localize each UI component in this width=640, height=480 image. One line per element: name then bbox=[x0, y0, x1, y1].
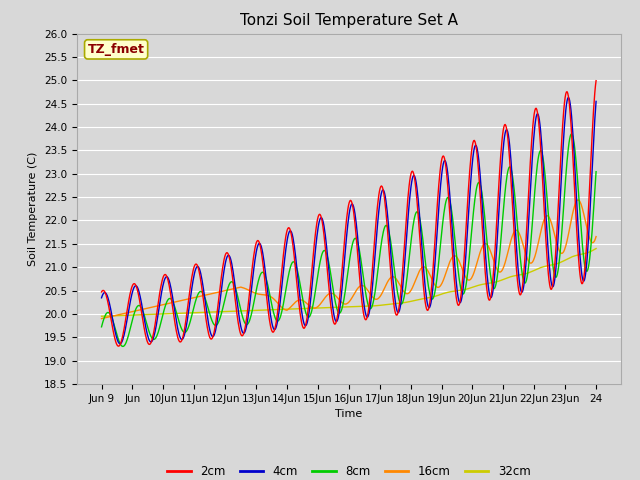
Title: Tonzi Soil Temperature Set A: Tonzi Soil Temperature Set A bbox=[240, 13, 458, 28]
X-axis label: Time: Time bbox=[335, 409, 362, 419]
Y-axis label: Soil Temperature (C): Soil Temperature (C) bbox=[28, 152, 38, 266]
Legend: 2cm, 4cm, 8cm, 16cm, 32cm: 2cm, 4cm, 8cm, 16cm, 32cm bbox=[163, 461, 535, 480]
Text: TZ_fmet: TZ_fmet bbox=[88, 43, 145, 56]
